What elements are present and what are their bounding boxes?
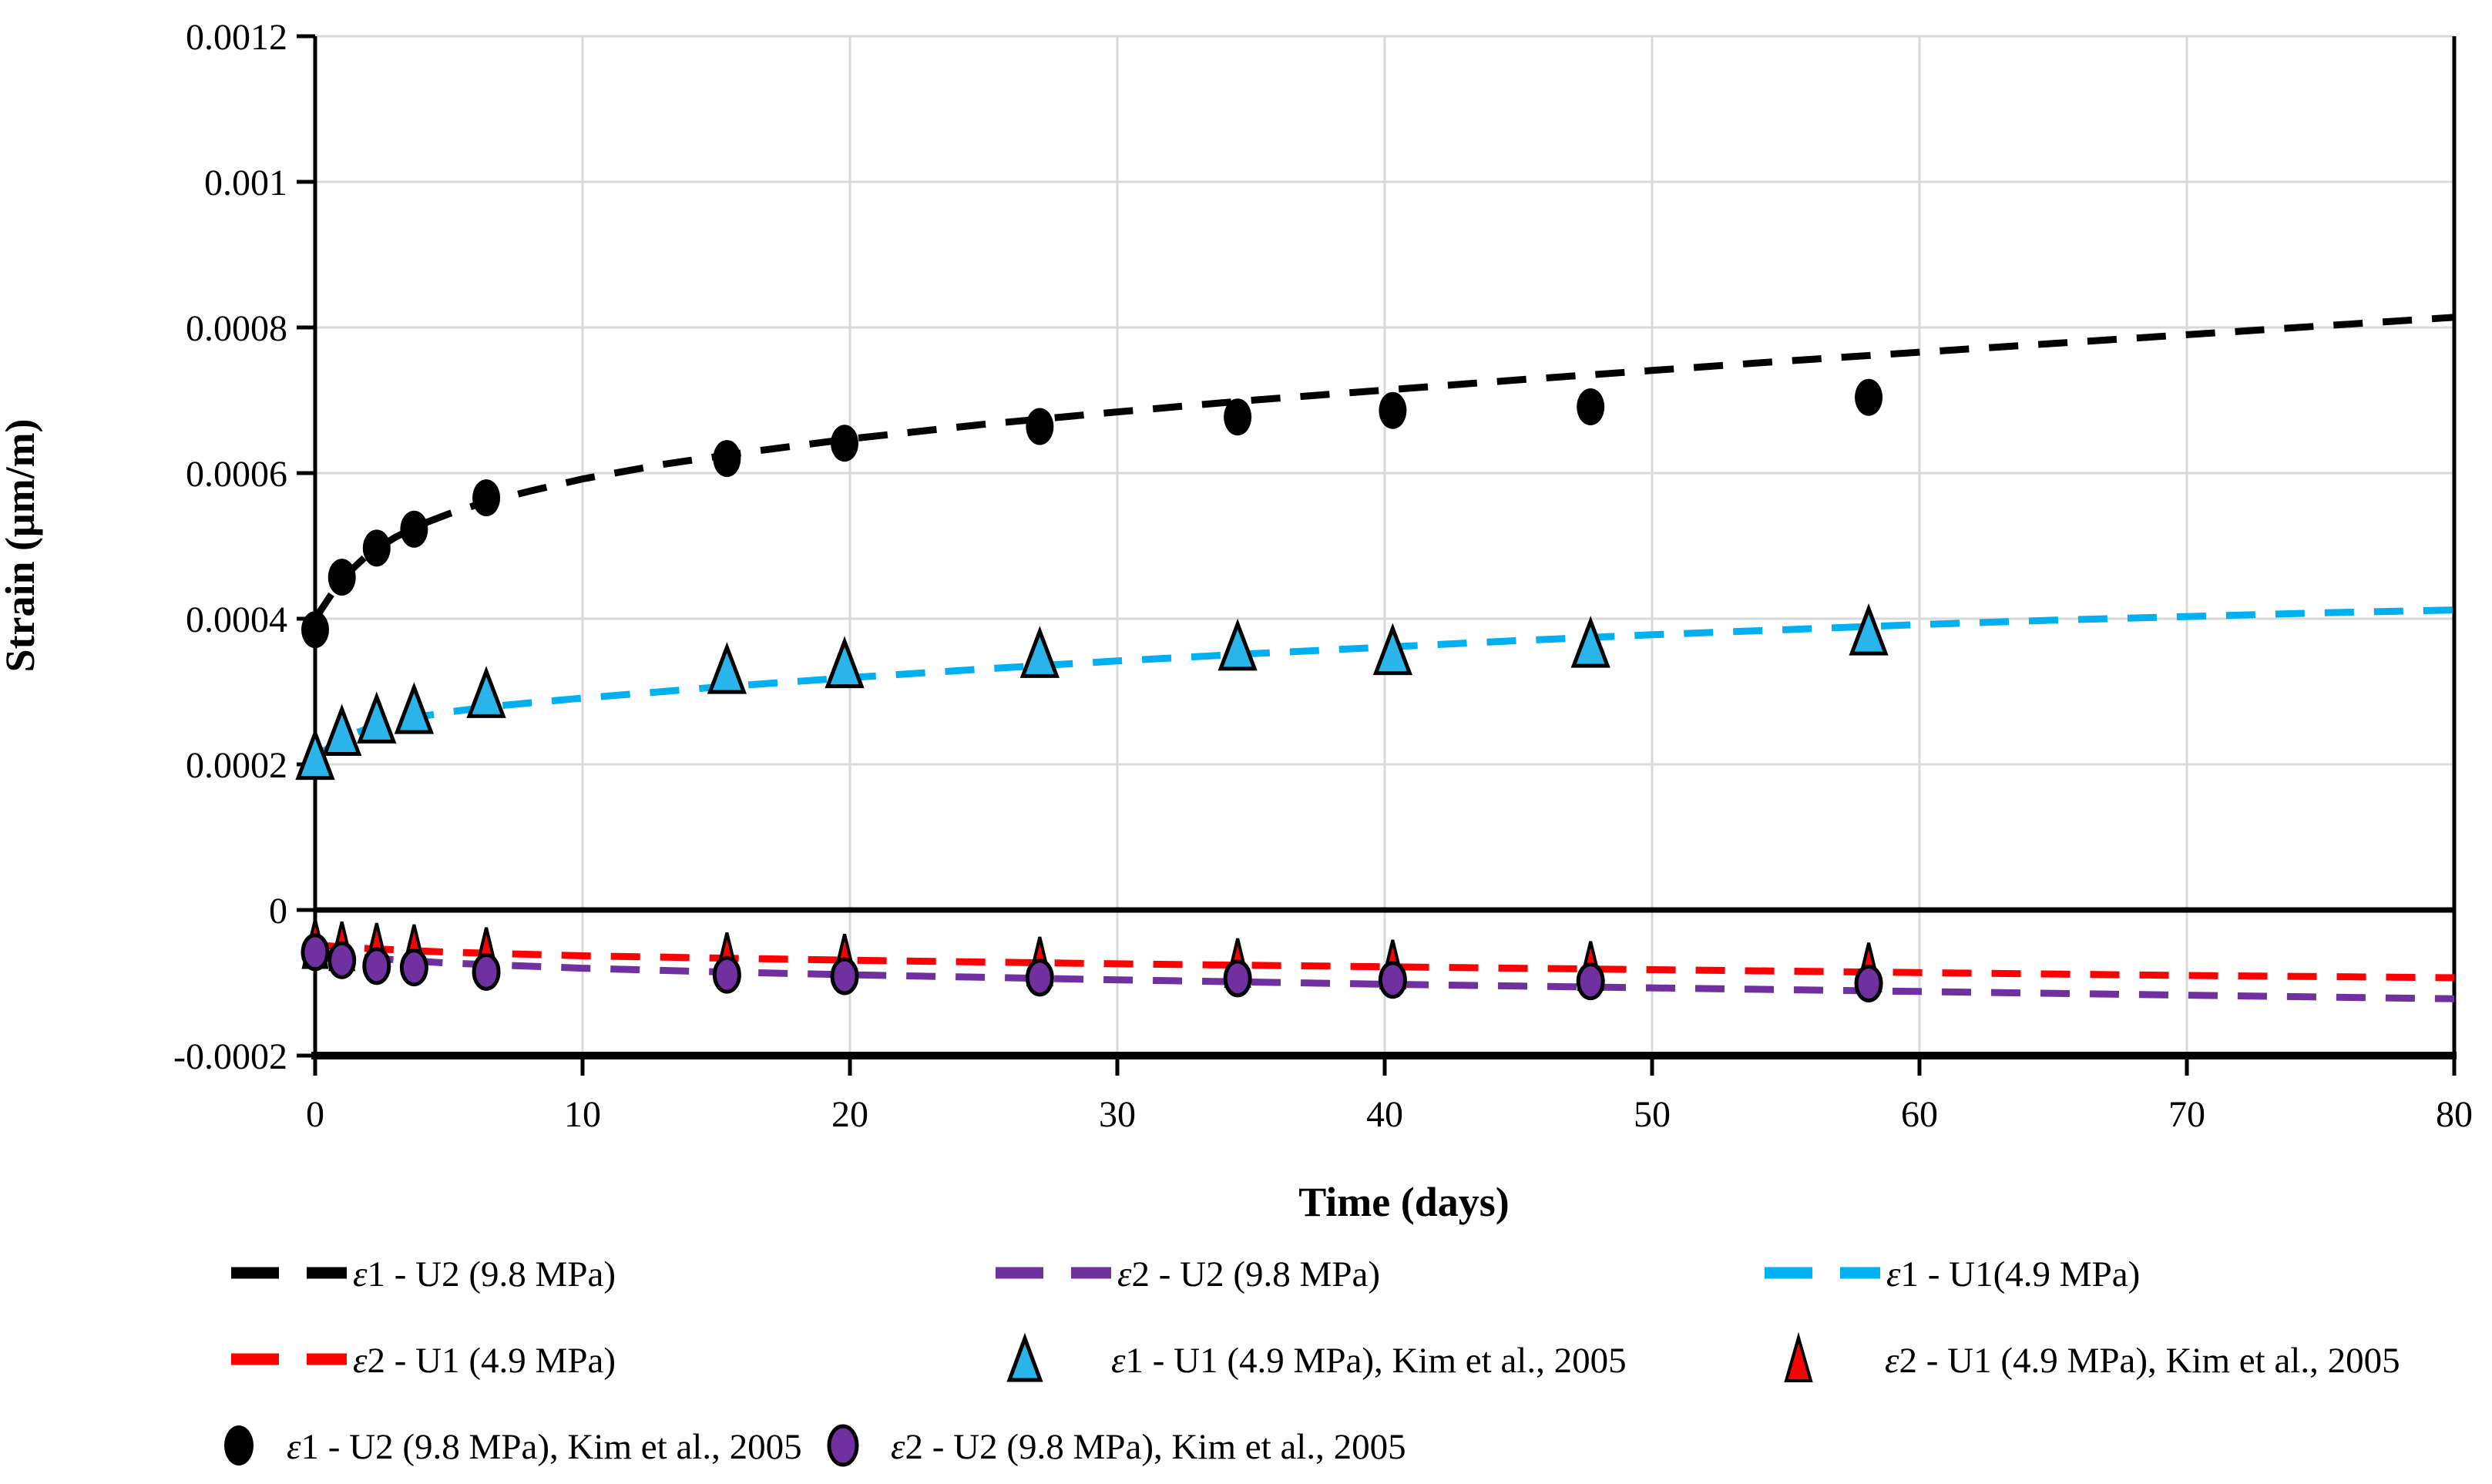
legend-marker-e1-u2-kim2005 xyxy=(224,1425,254,1466)
marker-e1-u1-kim2005-3 xyxy=(394,682,435,734)
legend-item-e1-u1-model: ε1 - U1(4.9 MPa) xyxy=(1765,1254,2140,1294)
marker-e2-u2-kim2005-11 xyxy=(1854,964,1883,1002)
marker-e1-u2-kim2005-8 xyxy=(1224,398,1252,436)
y-tick-label-0.0004: 0.0004 xyxy=(186,599,287,640)
series-markers-e2-u2-kim2005 xyxy=(301,933,1883,1002)
axes xyxy=(297,34,2457,1076)
marker-e1-u2-kim2005-5 xyxy=(713,440,741,478)
legend-item-e1-u1-kim2005: ε1 - U1 (4.9 MPa), Kim et al., 2005 xyxy=(1006,1332,1627,1382)
legend-label-e2-u2-model: ε2 - U2 (9.8 MPa) xyxy=(1117,1254,1380,1294)
marker-e2-u2-kim2005-1 xyxy=(327,941,357,979)
marker-e1-u1-kim2005-7 xyxy=(1019,626,1060,678)
marker-e1-u2-kim2005-4 xyxy=(472,479,501,517)
marker-e1-u1-kim2005-2 xyxy=(357,691,397,744)
marker-e2-u2-kim2005-4 xyxy=(472,952,501,991)
x-axis-title: Time (days) xyxy=(1298,1179,1510,1225)
marker-e1-u1-kim2005-9 xyxy=(1372,623,1413,676)
y-tick-label-0: 0 xyxy=(269,891,287,932)
marker-e2-u2-kim2005-10 xyxy=(1576,962,1605,1001)
x-tick-label-50: 50 xyxy=(1634,1094,1671,1135)
marker-e1-u2-kim2005-6 xyxy=(831,425,859,462)
series-line-e2-u2-model xyxy=(314,948,2455,1002)
x-tick-label-20: 20 xyxy=(831,1094,868,1135)
marker-e2-u2-kim2005-0 xyxy=(301,933,330,972)
x-tick-label-0: 0 xyxy=(306,1094,324,1135)
marker-e1-u2-kim2005-0 xyxy=(301,611,329,649)
x-tick-label-30: 30 xyxy=(1099,1094,1136,1135)
marker-e1-u1-kim2005-5 xyxy=(707,642,747,694)
x-tick-label-10: 10 xyxy=(564,1094,601,1135)
legend-item-e1-u2-kim2005: ε1 - U2 (9.8 MPa), Kim et al., 2005 xyxy=(224,1425,802,1467)
marker-e1-u2-kim2005-9 xyxy=(1379,391,1407,429)
marker-e2-u2-kim2005-3 xyxy=(399,948,428,987)
legend-item-e2-u2-kim2005: ε2 - U2 (9.8 MPa), Kim et al., 2005 xyxy=(827,1424,1406,1467)
gridlines xyxy=(315,35,2454,1056)
legend-label-e2-u2-kim2005: ε2 - U2 (9.8 MPa), Kim et al., 2005 xyxy=(891,1427,1406,1467)
marker-e2-u2-kim2005-8 xyxy=(1223,959,1252,998)
marker-e2-u2-kim2005-7 xyxy=(1025,959,1054,997)
marker-e2-u2-kim2005-6 xyxy=(830,957,859,995)
legend-item-e2-u2-model: ε2 - U2 (9.8 MPa) xyxy=(996,1254,1380,1294)
y-tick-label--0.0002: -0.0002 xyxy=(173,1036,287,1077)
marker-e2-u2-kim2005-5 xyxy=(712,955,741,994)
legend-label-e1-u1-model: ε1 - U1(4.9 MPa) xyxy=(1886,1254,2140,1294)
x-tick-label-40: 40 xyxy=(1366,1094,1403,1135)
marker-e1-u1-kim2005-10 xyxy=(1570,616,1610,668)
series-markers-e1-u2-kim2005 xyxy=(301,378,1883,649)
marker-e1-u2-kim2005-2 xyxy=(362,529,391,567)
tick-labels: -0.0002 0 0.0002 0.0004 0.0006 0.0008 0.001 0.0… xyxy=(173,17,2473,1135)
series-line-e2-u1-model xyxy=(314,941,2455,982)
series-line-e1-u2-model xyxy=(312,314,2455,621)
legend-item-e1-u2-model: ε1 - U2 (9.8 MPa) xyxy=(231,1254,616,1294)
y-tick-label-0.0006: 0.0006 xyxy=(186,454,287,495)
legend-item-e2-u1-kim2005: ε2 - U1 (4.9 MPa), Kim et al., 2005 xyxy=(1784,1331,2400,1382)
y-tick-label-0.0008: 0.0008 xyxy=(186,308,287,349)
marker-e1-u2-kim2005-10 xyxy=(1577,388,1605,426)
legend-label-e2-u1-model: ε2 - U1 (4.9 MPa) xyxy=(353,1341,616,1381)
x-tick-label-80: 80 xyxy=(2436,1094,2473,1135)
marker-e1-u2-kim2005-11 xyxy=(1855,378,1883,416)
data-series xyxy=(295,314,2455,1002)
x-tick-label-60: 60 xyxy=(1901,1094,1938,1135)
legend-label-e1-u2-model: ε1 - U2 (9.8 MPa) xyxy=(353,1254,616,1294)
marker-e1-u2-kim2005-3 xyxy=(400,510,428,548)
marker-e1-u1-kim2005-1 xyxy=(322,703,362,756)
y-tick-label-0.0002: 0.0002 xyxy=(186,745,287,786)
legend-label-e2-u1-kim2005: ε2 - U1 (4.9 MPa), Kim et al., 2005 xyxy=(1885,1341,2400,1381)
marker-e2-u2-kim2005-9 xyxy=(1378,961,1407,999)
legend-marker-e2-u2-kim2005 xyxy=(827,1424,859,1467)
series-markers-e1-u1-kim2005 xyxy=(295,603,1889,781)
marker-e1-u2-kim2005-7 xyxy=(1026,408,1054,445)
legend-label-e1-u2-kim2005: ε1 - U2 (9.8 MPa), Kim et al., 2005 xyxy=(287,1427,802,1467)
y-tick-label-0.001: 0.001 xyxy=(204,163,287,203)
legend-label-e1-u1-kim2005: ε1 - U1 (4.9 MPa), Kim et al., 2005 xyxy=(1111,1341,1627,1381)
legend-marker-e1-u1-kim2005 xyxy=(1006,1332,1043,1382)
legend-item-e2-u1-model: ε2 - U1 (4.9 MPa) xyxy=(231,1341,616,1381)
marker-e1-u1-kim2005-8 xyxy=(1217,618,1258,671)
legend: ε1 - U2 (9.8 MPa) ε2 - U2 (9.8 MPa) ε1 - U… xyxy=(224,1254,2400,1467)
y-tick-label-0.0012: 0.0012 xyxy=(186,17,287,58)
marker-e1-u1-kim2005-4 xyxy=(466,666,506,718)
marker-e1-u1-kim2005-11 xyxy=(1849,603,1889,656)
marker-e1-u2-kim2005-1 xyxy=(327,559,356,596)
x-tick-label-70: 70 xyxy=(2168,1094,2205,1135)
marker-e2-u2-kim2005-2 xyxy=(362,947,391,985)
marker-e1-u1-kim2005-6 xyxy=(825,636,865,689)
y-axis-title: Strain (μm/m) xyxy=(0,418,43,672)
legend-marker-e2-u1-kim2005 xyxy=(1784,1331,1813,1382)
